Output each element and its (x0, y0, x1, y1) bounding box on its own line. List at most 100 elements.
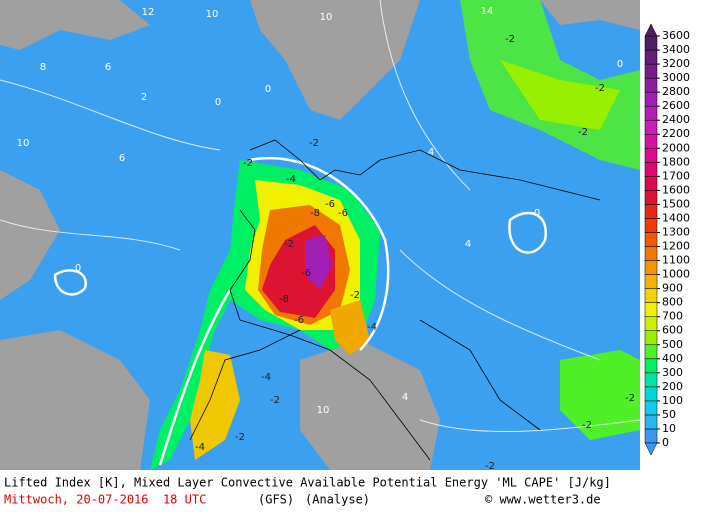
colorbar-band (644, 246, 658, 261)
land-gray (0, 0, 150, 50)
contour-label: 0 (215, 97, 221, 108)
contour-label: 0 (534, 208, 540, 219)
colorbar-label: 1700 (662, 169, 690, 182)
colorbar: 0105010020030040050060070080090010001100… (644, 23, 690, 456)
source: © www.wetter3.de (485, 493, 601, 507)
contour-label: 12 (142, 7, 155, 18)
cape-area (305, 235, 332, 290)
isoline (0, 0, 641, 433)
land-gray (540, 0, 640, 30)
colorbar-label: 700 (662, 310, 683, 323)
colorbar-band (644, 274, 658, 289)
colorbar-label: 2600 (662, 99, 690, 112)
contour-label: -8 (310, 208, 320, 219)
colorbar-band (644, 288, 658, 303)
colorbar-label: 300 (662, 366, 683, 379)
land-gray (300, 340, 440, 470)
contour-label: 0 (75, 263, 81, 274)
colorbar-band (644, 63, 658, 79)
colorbar-band (644, 232, 658, 247)
colorbar-label: 3000 (662, 71, 690, 84)
colorbar-band (644, 35, 658, 51)
colorbar-label: 600 (662, 324, 683, 337)
colorbar-band (644, 414, 658, 430)
colorbar-label: 3200 (662, 57, 690, 70)
colorbar-label: 1200 (662, 240, 690, 253)
colorbar-label: 200 (662, 380, 683, 393)
contour-label: -2 (284, 239, 294, 250)
zero-contour (158, 156, 390, 466)
contour-label: -2 (582, 420, 592, 431)
colorbar-band (644, 400, 658, 416)
colorbar-label: 2000 (662, 141, 690, 154)
contour-label: -8 (279, 294, 289, 305)
contour-label: 0 (617, 59, 623, 70)
contour-label: -4 (367, 322, 377, 333)
colorbar-label: 800 (662, 296, 683, 309)
contour-label: 4 (465, 239, 471, 250)
contour-label: 10 (17, 138, 30, 149)
colorbar-arrow (644, 442, 658, 456)
colorbar-label: 1600 (662, 183, 690, 196)
map-title: Lifted Index [K], Mixed Layer Convective… (4, 476, 611, 490)
colorbar-label: 3600 (662, 29, 690, 42)
contour-label: -6 (301, 268, 311, 279)
land-gray (0, 170, 60, 300)
colorbar-band (644, 260, 658, 275)
contour-label: -2 (505, 34, 515, 45)
contour-label: 10 (320, 12, 333, 23)
colorbar-band (644, 148, 658, 163)
contour-label: -6 (325, 199, 335, 210)
colorbar-label: 2400 (662, 113, 690, 126)
colorbar-label: 1100 (662, 254, 690, 267)
contour-label: -2 (485, 461, 495, 472)
colorbar-label: 2800 (662, 85, 690, 98)
contour-label: -2 (350, 290, 360, 301)
land-gray (250, 0, 420, 120)
colorbar-label: 1000 (662, 268, 690, 281)
colorbar-label: 1300 (662, 225, 690, 238)
run-type: (Analyse) (305, 493, 370, 507)
contour-label: 10 (206, 9, 219, 20)
contour-label: 10 (317, 405, 330, 416)
contour-label: 6 (119, 153, 125, 164)
colorbar-band (644, 119, 658, 135)
colorbar-label: 500 (662, 338, 683, 351)
colorbar-band (644, 77, 658, 93)
colorbar-band (644, 386, 658, 402)
colorbar-band (644, 49, 658, 65)
colorbar-label: 1400 (662, 211, 690, 224)
contour-label: -2 (270, 395, 280, 406)
colorbar-band (644, 428, 658, 444)
colorbar-band (644, 344, 658, 360)
colorbar-label: 10 (662, 422, 676, 435)
colorbar-label: 3400 (662, 43, 690, 56)
colorbar-label: 2200 (662, 127, 690, 140)
contour-label: -2 (235, 432, 245, 443)
map-date: Mittwoch, 20-07-2016 18 UTC (4, 493, 206, 507)
contour-label: 4 (428, 147, 434, 158)
colorbar-band (644, 358, 658, 374)
contour-label: -2 (309, 138, 319, 149)
colorbar-label: 0 (662, 436, 669, 449)
contour-label: -6 (338, 208, 348, 219)
contour-label: 14 (481, 6, 494, 17)
colorbar-band (644, 190, 658, 205)
colorbar-band (644, 133, 658, 149)
colorbar-band (644, 372, 658, 388)
colorbar-band (644, 302, 658, 317)
colorbar-band (644, 316, 658, 331)
contour-label: -2 (625, 393, 635, 404)
land-gray (0, 330, 150, 470)
cape-area (500, 60, 620, 130)
cape-area (330, 300, 370, 355)
cape-area (560, 350, 640, 440)
colorbar-band (644, 204, 658, 219)
contour-label: 8 (40, 62, 46, 73)
colorbar-band (644, 176, 658, 191)
contour-label: 0 (265, 84, 271, 95)
colorbar-label: 900 (662, 282, 683, 295)
colorbar-band (644, 105, 658, 121)
